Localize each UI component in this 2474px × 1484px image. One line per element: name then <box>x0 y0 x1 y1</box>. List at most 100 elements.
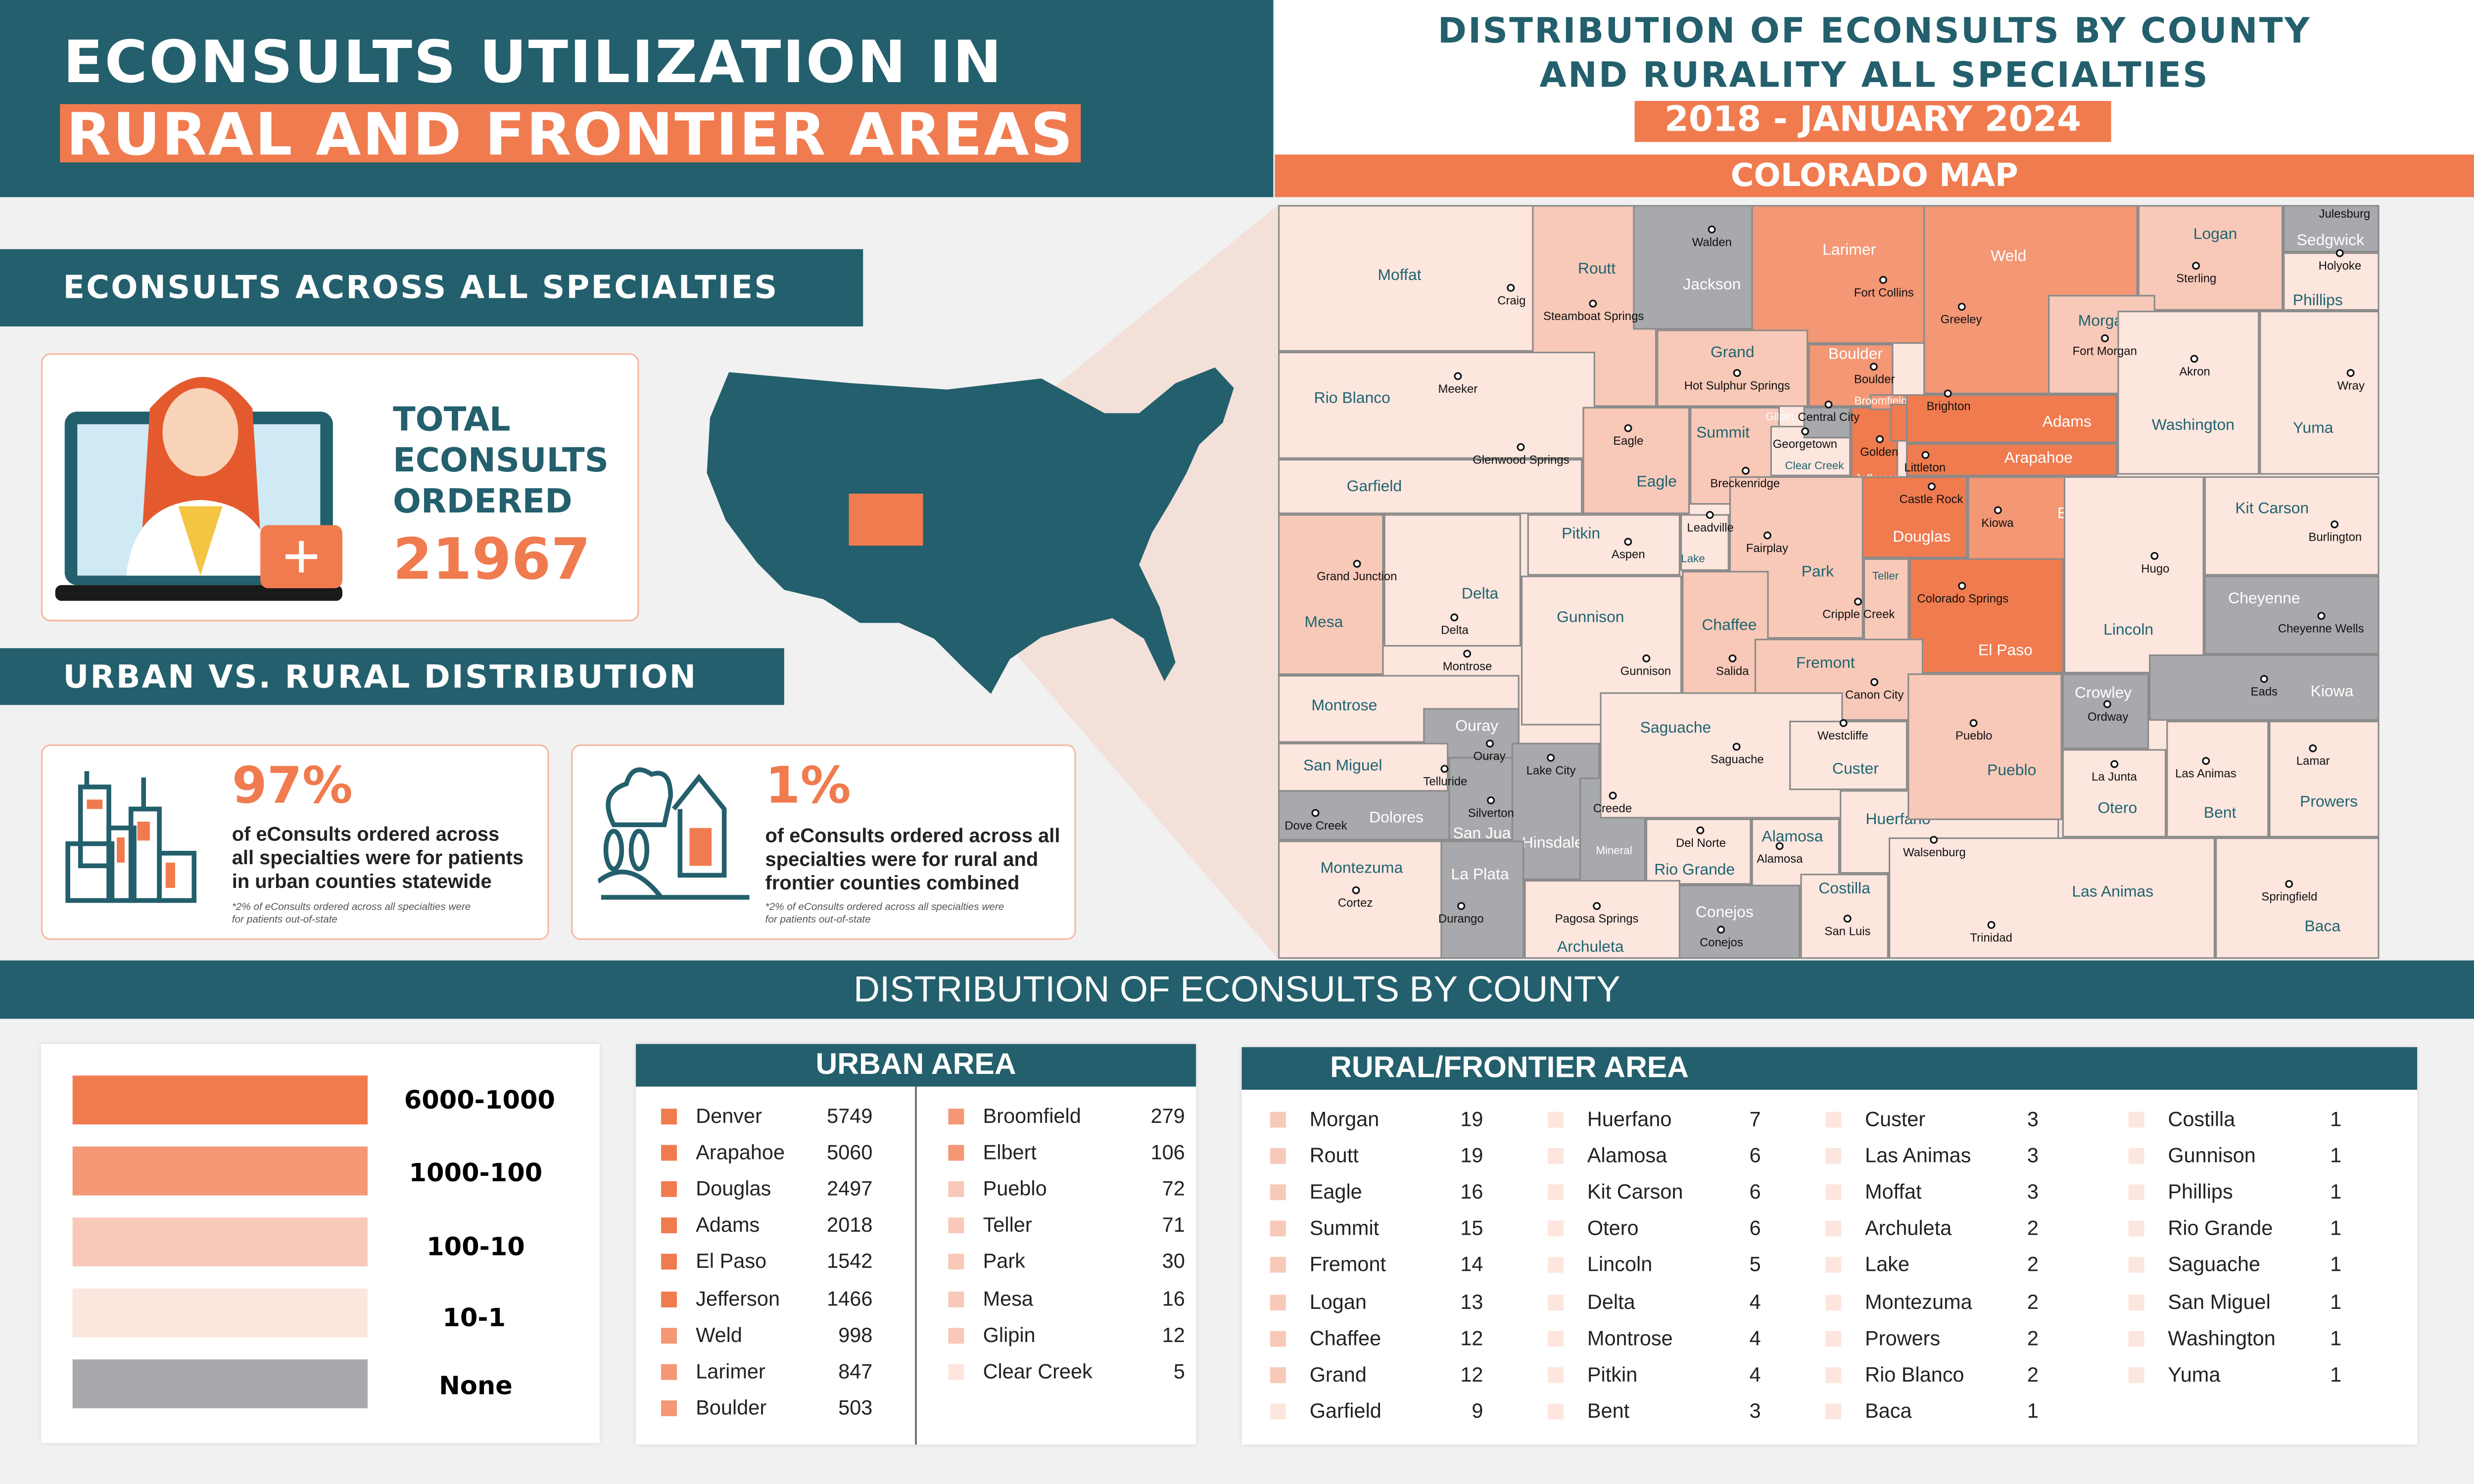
city-dot-icon <box>1641 654 1650 663</box>
county-label: Baca <box>2304 919 2341 936</box>
county-label: Cheyenne <box>2228 590 2300 608</box>
city-name: Meeker <box>1438 381 1478 396</box>
city-name: Holyoke <box>2318 258 2362 273</box>
table-row: San Miguel 1 <box>2128 1289 2341 1314</box>
city-name: Boulder <box>1854 372 1895 387</box>
rural-desc-line-3: frontier counties combined <box>765 872 1020 894</box>
city-marker: San Luis <box>1825 915 1871 938</box>
county-name: Clear Creek <box>983 1359 1093 1383</box>
tier-swatch <box>661 1400 677 1416</box>
tier-swatch <box>661 1181 677 1198</box>
county-value: 1 <box>2330 1252 2342 1277</box>
county-name: Park <box>983 1250 1025 1274</box>
county-name: Eagle <box>1309 1180 1362 1204</box>
county-label: Montezuma <box>1320 860 1403 878</box>
city-marker: Walsenburg <box>1903 835 1966 860</box>
county-name: Rio Grande <box>2168 1216 2273 1240</box>
city-dot-icon <box>1717 926 1725 934</box>
tier-swatch <box>1270 1294 1286 1310</box>
county-label: Arapahoe <box>2004 450 2073 468</box>
county-name: El Paso <box>696 1250 767 1274</box>
city-name: Cortez <box>1337 895 1373 910</box>
city-name: Golden <box>1860 445 1899 459</box>
county-label: Prowers <box>2300 794 2358 812</box>
city-marker: Creede <box>1593 791 1632 815</box>
table-row: Lake 2 <box>1825 1253 2039 1278</box>
tier-swatch <box>1548 1221 1564 1237</box>
city-name: Cheyenne Wells <box>2278 621 2364 636</box>
county-value: 3 <box>2027 1143 2039 1167</box>
city-name: Leadville <box>1687 520 1734 535</box>
city-name: Fairplay <box>1746 541 1788 556</box>
county-lake <box>1680 514 1729 571</box>
county-sedgwick <box>2283 205 2379 253</box>
tier-swatch <box>2128 1367 2144 1383</box>
county-value: 5060 <box>827 1140 873 1164</box>
county-section-title: DISTRIBUTION OF ECONSULTS BY COUNTY <box>0 960 2474 1019</box>
city-dot-icon <box>1463 649 1472 658</box>
tier-swatch <box>661 1145 677 1161</box>
city-name: Springfield <box>2261 889 2318 904</box>
county-value: 1 <box>2330 1180 2342 1204</box>
city-name: Del Norte <box>1675 835 1726 850</box>
table-row: Broomfield 279 <box>948 1104 1185 1129</box>
county-label: Fremont <box>1796 655 1855 673</box>
city-name: Trinidad <box>1970 930 2013 945</box>
county-value: 2 <box>2027 1216 2039 1240</box>
table-row: Summit 15 <box>1270 1216 1483 1242</box>
table-row: Custer 3 <box>1825 1107 2039 1132</box>
county-name: Jefferson <box>696 1286 780 1310</box>
city-dot-icon <box>1824 400 1833 409</box>
city-name: Craig <box>1497 293 1526 308</box>
rural-stat-card: 1% of eConsults ordered across all speci… <box>571 744 1076 940</box>
city-marker: Hot Sulphur Springs <box>1684 369 1790 393</box>
county-value: 847 <box>838 1359 873 1383</box>
county-label: Routt <box>1577 261 1616 278</box>
city-marker: Lake City <box>1526 753 1575 778</box>
county-label: Kit Carson <box>2235 501 2309 518</box>
county-label: Lake <box>1681 554 1705 565</box>
city-marker: Trinidad <box>1970 921 2012 945</box>
city-dot-icon <box>1457 902 1465 910</box>
county-name: Kit Carson <box>1587 1180 1683 1204</box>
us-map-silhouette <box>707 367 1234 694</box>
county-label: Boulder <box>1828 346 1883 364</box>
county-phillips <box>2283 252 2379 311</box>
rural-table-title: RURAL/FRONTIER AREA <box>1241 1047 2418 1090</box>
city-dot-icon <box>1624 538 1632 546</box>
city-dot-icon <box>1487 796 1495 804</box>
county-label: Crowley <box>2075 685 2132 703</box>
county-pueblo <box>1907 673 2062 820</box>
county-value: 1 <box>2027 1398 2039 1423</box>
total-label-2: ECONSULTS <box>393 441 609 480</box>
city-dot-icon <box>1441 765 1449 773</box>
table-row: Arapahoe 5060 <box>661 1140 898 1165</box>
city-name: Dove Creek <box>1285 818 1347 833</box>
tier-swatch <box>1825 1403 1842 1419</box>
legend-label: 6000-1000 <box>404 1085 555 1115</box>
table-row: Glipin 12 <box>948 1323 1185 1348</box>
city-dot-icon <box>1958 582 1967 590</box>
county-arapahoe <box>1906 443 2118 476</box>
city-name: Gunnison <box>1620 664 1671 678</box>
legend-swatch-tier4 <box>72 1288 368 1338</box>
tier-swatch <box>1825 1257 1842 1274</box>
tier-swatch <box>948 1218 964 1234</box>
county-value: 1 <box>2330 1216 2342 1240</box>
county-name: Rio Blanco <box>1865 1362 1964 1386</box>
county-value: 12 <box>1460 1325 1483 1349</box>
county-name: Grand <box>1309 1362 1367 1386</box>
county-teller <box>1863 558 1909 647</box>
county-label: Hinsdale <box>1522 835 1583 853</box>
city-name: Glenwood Springs <box>1473 452 1570 467</box>
county-name: Alamosa <box>1587 1143 1667 1167</box>
county-value: 503 <box>838 1395 873 1419</box>
city-dot-icon <box>1945 389 1953 398</box>
tier-swatch <box>1825 1294 1842 1310</box>
urban-footnote-line-2: for patients out-of-state <box>232 915 337 926</box>
city-name: Akron <box>2179 364 2210 379</box>
tier-swatch <box>1825 1330 1842 1346</box>
city-dot-icon <box>1733 369 1741 377</box>
county-value: 6 <box>1749 1216 1761 1240</box>
